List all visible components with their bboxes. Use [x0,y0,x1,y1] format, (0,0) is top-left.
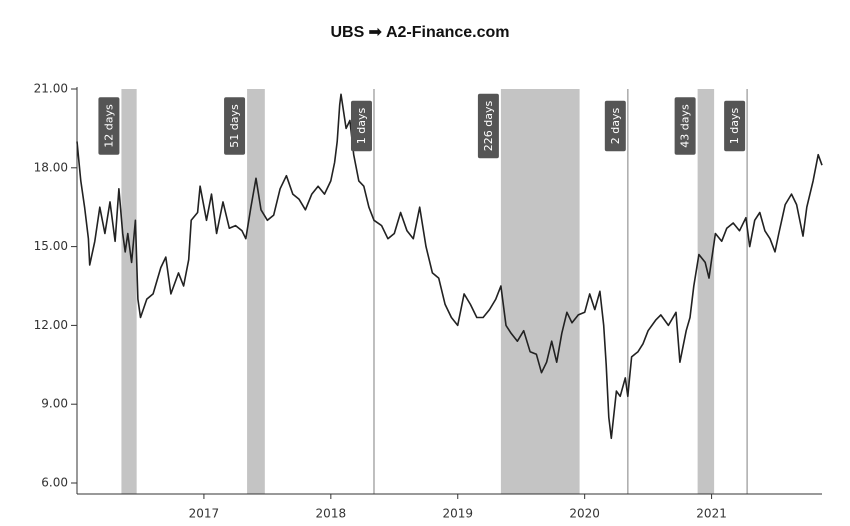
region-label: 226 days [477,93,499,159]
region-label-text: 12 days [102,104,115,148]
region-label: 43 days [674,97,696,155]
region-label-text: 226 days [482,101,495,152]
y-tick-label: 12.00 [34,318,68,332]
y-tick-label: 18.00 [34,160,68,174]
x-tick-label: 2019 [442,507,473,521]
region-label-box [224,97,246,155]
region [500,89,580,494]
region-label-box [350,100,372,152]
region-label-text: 51 days [228,104,241,148]
region-label: 1 days [350,100,372,152]
chart-title: UBS ➟ A2-Finance.com [330,24,509,41]
region-label-box [724,100,746,152]
region-label-text: 2 days [609,108,622,145]
region [247,89,265,494]
x-tick-label: 2017 [189,507,220,521]
x-tick-label: 2020 [569,507,600,521]
region [697,89,715,494]
region [121,89,137,494]
region-label-text: 43 days [679,104,692,148]
region-label: 2 days [604,100,626,152]
region-label-box [477,93,499,159]
y-tick-label: 6.00 [41,476,68,490]
y-tick-label: 9.00 [41,397,68,411]
region-label-text: 1 days [355,108,368,145]
region-label-box [98,97,120,155]
x-tick-label: 2021 [696,507,727,521]
x-tick-label: 2018 [316,507,347,521]
region-label-box [674,97,696,155]
y-tick-label: 15.00 [34,239,68,253]
price-line [76,93,823,440]
region-label: 12 days [98,97,120,155]
region-label: 51 days [224,97,246,155]
region-label: 1 days [724,100,746,152]
region-label-text: 1 days [728,108,741,145]
y-tick-label: 21.00 [34,82,68,96]
region-label-box [604,100,626,152]
